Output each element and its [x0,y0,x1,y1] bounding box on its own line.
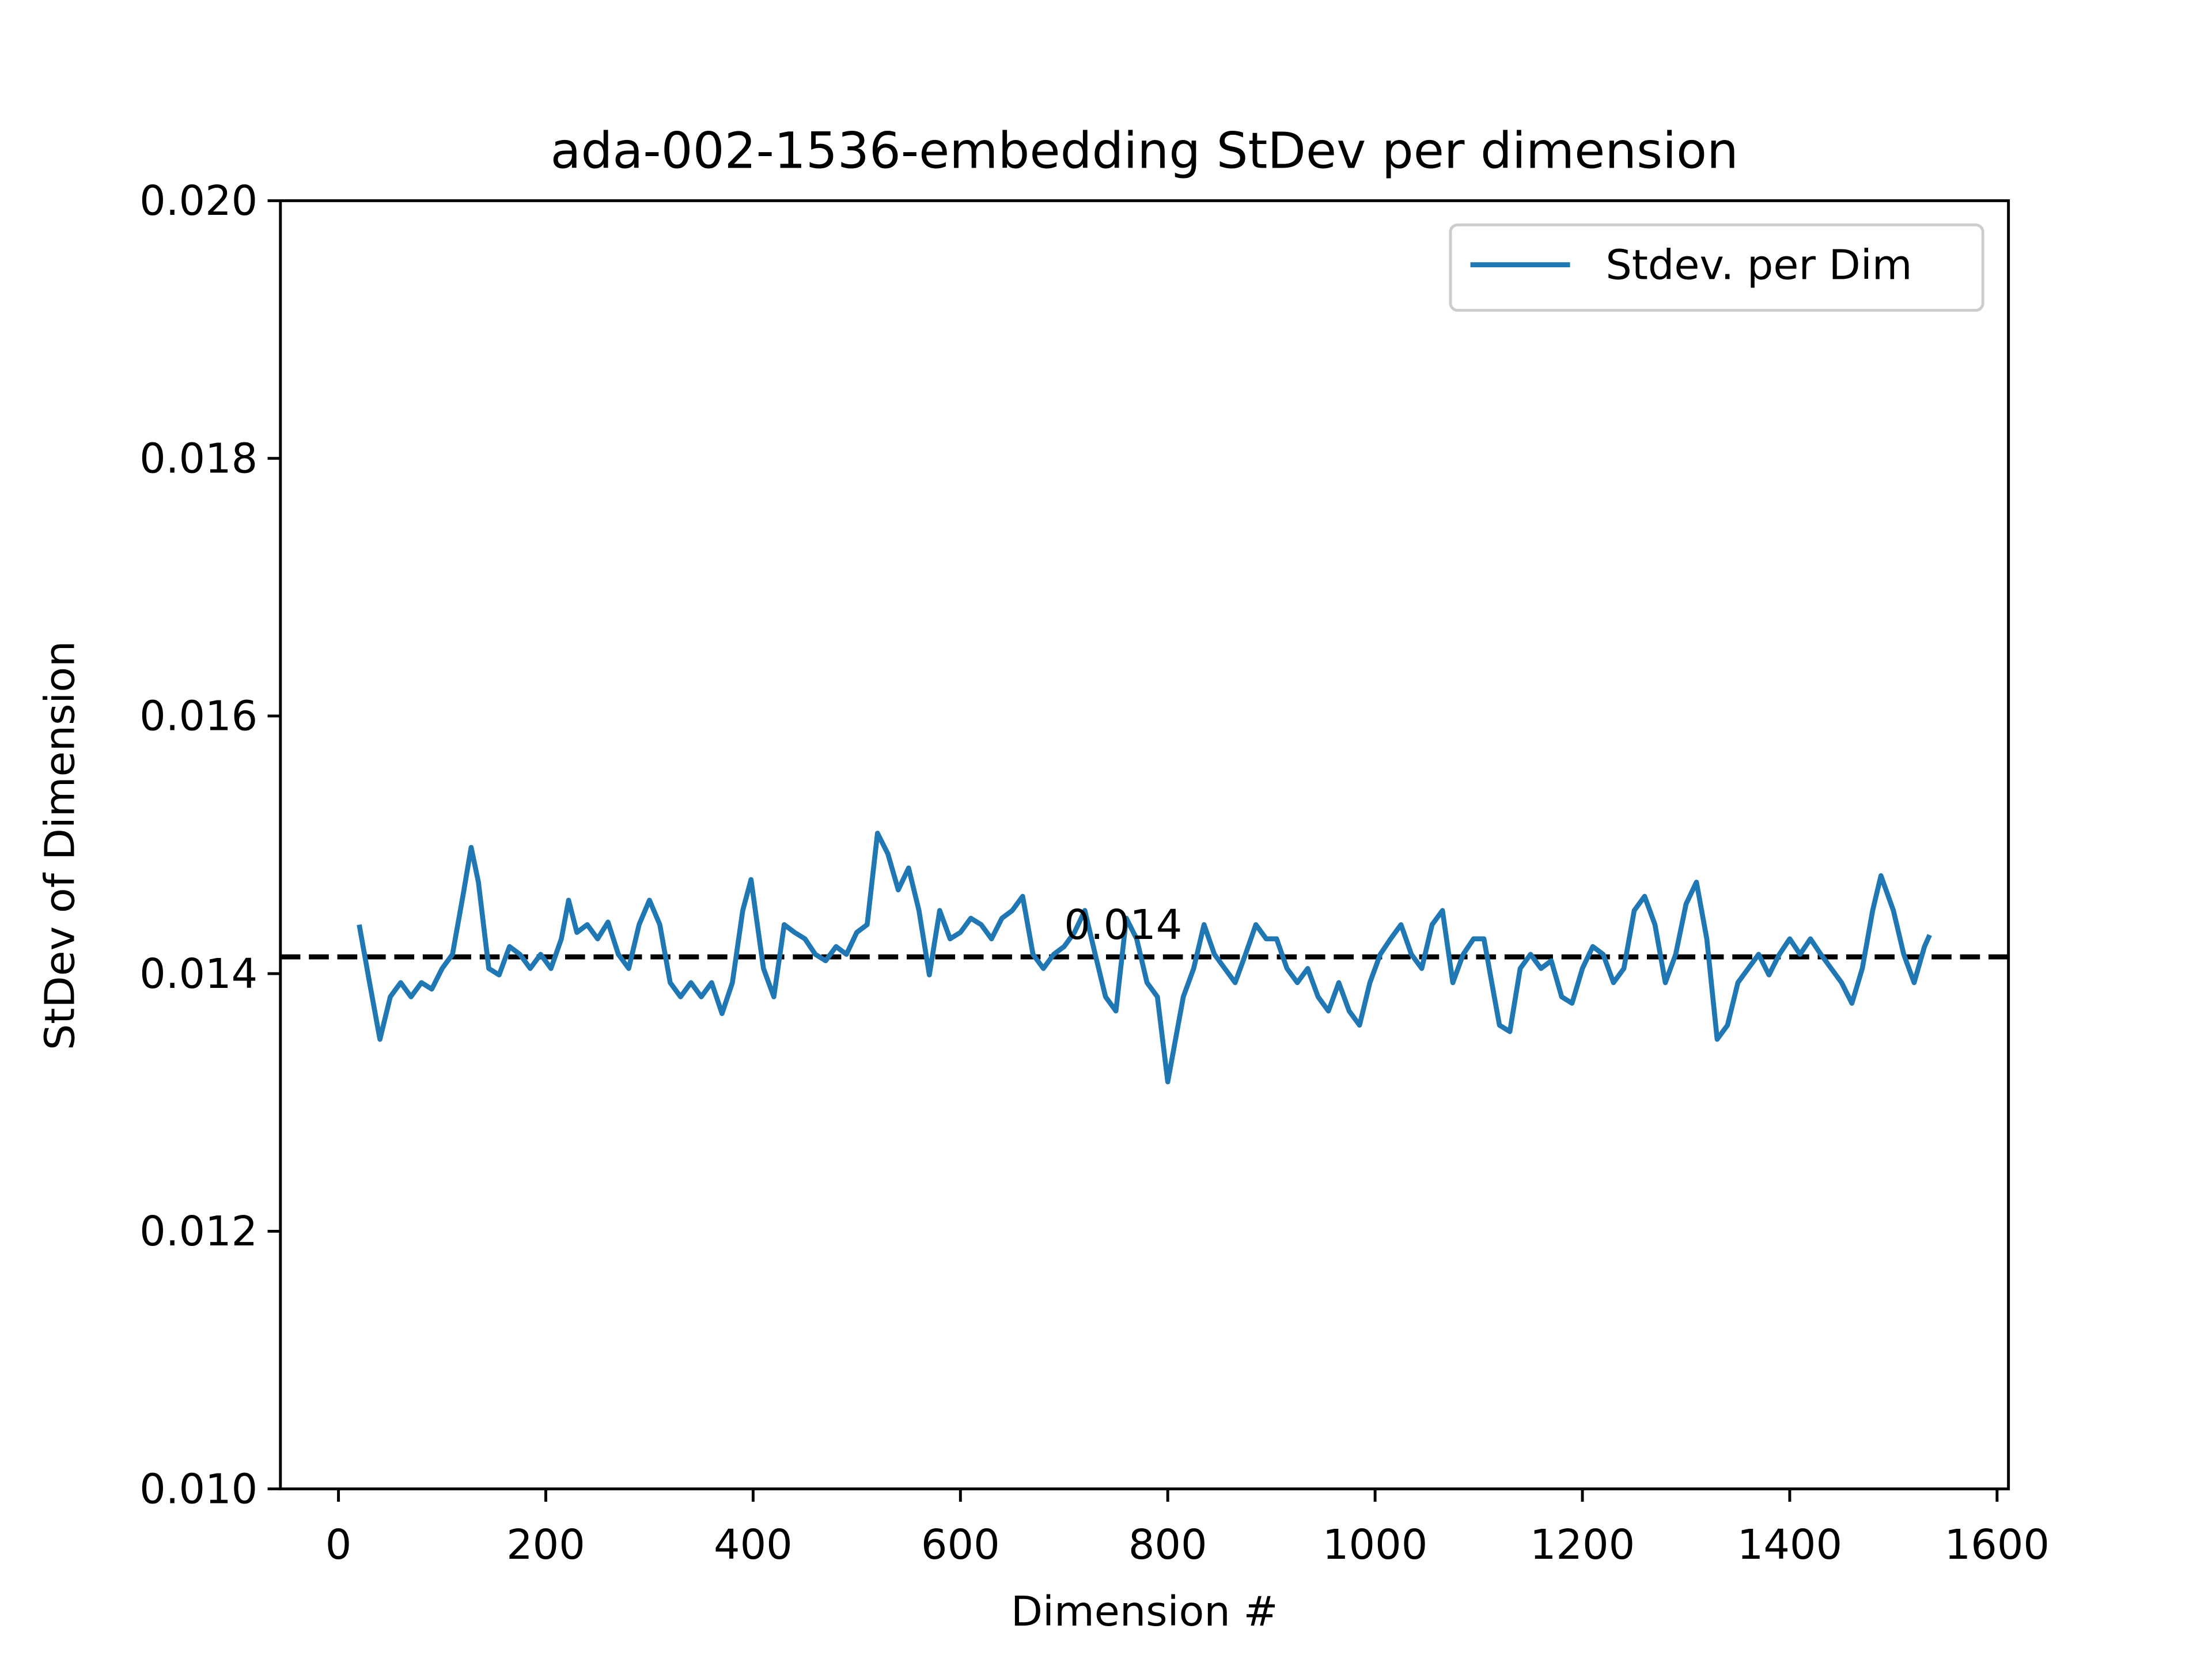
x-tick-label: 200 [506,1520,585,1569]
y-tick-label: 0.010 [139,1464,257,1513]
x-axis-label: Dimension # [1011,1587,1278,1635]
x-tick-label: 1600 [1945,1520,2050,1569]
y-axis-label: StDev of Dimension [35,641,84,1050]
x-tick-label: 1400 [1737,1520,1842,1569]
x-tick-label: 1200 [1530,1520,1635,1569]
chart-title: ada-002-1536-embedding StDev per dimensi… [551,123,1738,180]
annotation: 0.014 [1064,900,1182,949]
x-tick-label: 600 [921,1520,1000,1569]
legend-label: Stdev. per Dim [1605,240,1912,289]
x-tick-label: 1000 [1323,1520,1427,1569]
y-tick-label: 0.018 [139,434,257,482]
x-tick-label: 400 [714,1520,793,1569]
y-tick-label: 0.014 [139,949,257,998]
y-tick-label: 0.012 [139,1207,257,1255]
y-tick-label: 0.020 [139,176,257,225]
legend-box [1449,223,1984,312]
y-tick-label: 0.016 [139,692,257,740]
data-line [357,831,1932,1085]
plot-frame [279,199,2010,1491]
x-tick-label: 0 [325,1520,352,1569]
x-tick-label: 800 [1128,1520,1207,1569]
